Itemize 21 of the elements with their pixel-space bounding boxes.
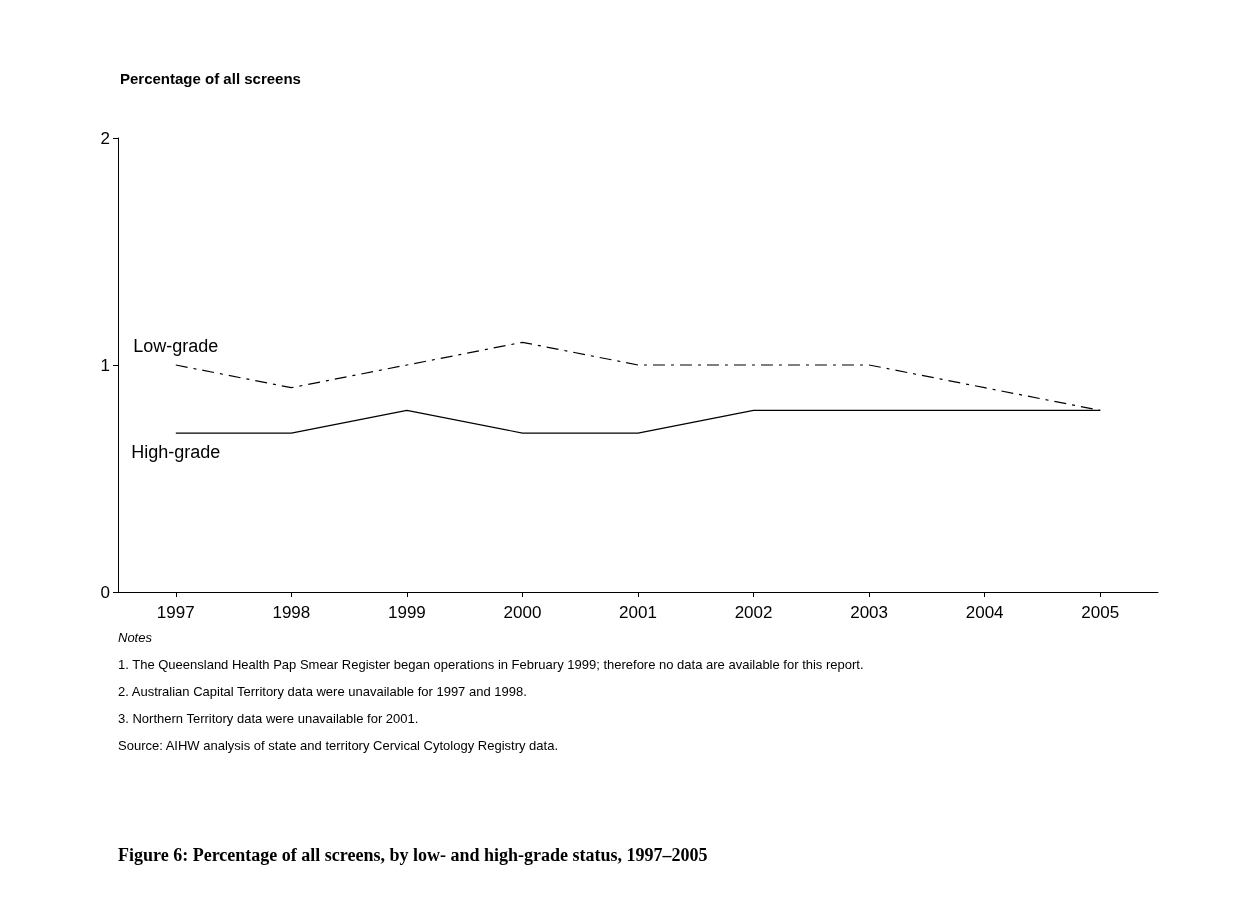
- x-tick-label: 2001: [619, 603, 657, 622]
- x-tick-label: 2004: [965, 603, 1004, 622]
- source-note: Source: AIHW analysis of state and territory Cervical Cytology Registry data.: [118, 738, 559, 753]
- y-tick-label: 2: [100, 128, 110, 148]
- text: Notes: [118, 630, 153, 645]
- text: 2. Australian Capital Territory data were unavailable for 1997 and 1998.: [118, 684, 528, 699]
- text: 1. The Queensland Health Pap Smear Register began operations in February 1999; therefore no data are available for this report.: [118, 657, 865, 672]
- x-tick-label: 2005: [1081, 603, 1120, 622]
- y-tick-label: 1: [100, 355, 110, 375]
- x-tick-label: 1997: [156, 603, 195, 622]
- x-tick-label: 2000: [503, 603, 542, 622]
- x-tick-label: 1998: [272, 603, 311, 622]
- x-tick-label: 2003: [850, 603, 889, 622]
- text: Figure 6: Percentage of all screens, by low- and high-grade status, 1997–2005: [118, 845, 708, 866]
- y-axis-title: Percentage of all screens: [120, 70, 301, 87]
- text: 3. Northern Territory data were unavailable for 2001.: [118, 711, 420, 726]
- series-label: High-grade: [131, 442, 221, 463]
- x-tick-label: 1999: [387, 603, 426, 622]
- series-label: Low-grade: [133, 336, 219, 356]
- x-tick-label: 2002: [734, 603, 773, 622]
- y-tick-label: 0: [100, 582, 110, 602]
